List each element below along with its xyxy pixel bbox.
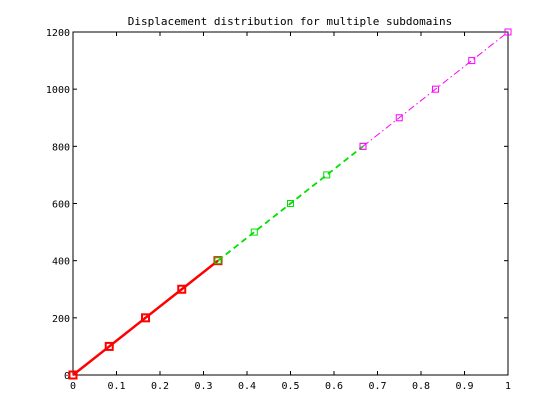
series-line [362, 31, 509, 147]
x-tick-label: 0 [70, 381, 76, 392]
y-tick-label: 400 [52, 257, 70, 268]
x-tick-label: 0.6 [325, 381, 343, 392]
series-line [72, 259, 219, 376]
x-tick-label: 0.9 [455, 381, 473, 392]
data-point [395, 114, 403, 122]
x-axis: 0 0.1 0.2 0.3 0.4 0.5 0.6 0.7 0.8 0.9 1 [70, 32, 511, 392]
data-point [177, 284, 187, 294]
x-tick-label: 0.8 [412, 381, 430, 392]
data-point [214, 257, 222, 265]
y-tick-label: 1000 [46, 85, 70, 96]
data-point [359, 142, 367, 150]
x-tick-label: 0.2 [151, 381, 169, 392]
chart-title: Displacement distribution for multiple s… [128, 15, 453, 28]
plot-area [68, 28, 512, 380]
x-tick-label: 1 [505, 381, 511, 392]
data-point [104, 341, 114, 351]
data-point [468, 57, 476, 65]
y-tick-label: 1200 [46, 28, 70, 39]
series-line [217, 145, 364, 262]
x-tick-label: 0.5 [281, 381, 299, 392]
x-tick-label: 0.3 [194, 381, 212, 392]
data-point [68, 370, 78, 380]
y-tick-label: 200 [52, 314, 70, 325]
data-point [323, 171, 331, 179]
data-point [287, 200, 294, 207]
x-tick-label: 0.1 [107, 381, 125, 392]
data-point [141, 313, 151, 323]
y-tick-label: 0 [64, 371, 70, 382]
data-point [250, 228, 258, 236]
y-tick-label: 800 [52, 142, 70, 153]
data-point [504, 28, 512, 36]
y-tick-label: 600 [52, 200, 70, 211]
y-axis: 0 200 400 600 800 1000 1200 [46, 28, 508, 382]
x-tick-label: 0.4 [238, 381, 256, 392]
data-point [431, 85, 439, 93]
x-tick-label: 0.7 [368, 381, 386, 392]
